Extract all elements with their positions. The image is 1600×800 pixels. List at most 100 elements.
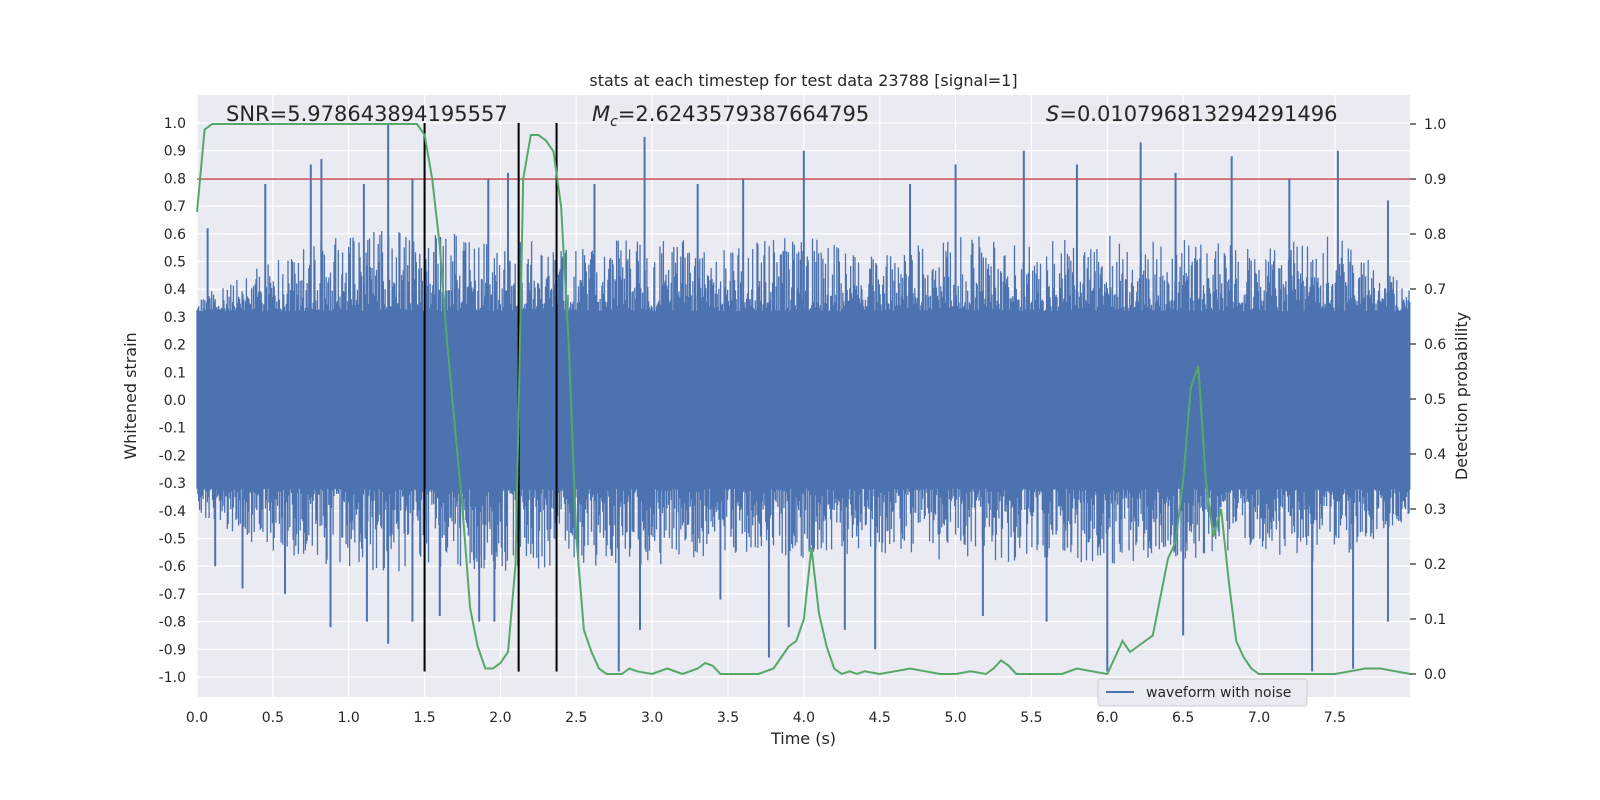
chart-title: stats at each timestep for test data 237… <box>589 71 1017 90</box>
probability-point <box>507 651 509 653</box>
probability-point <box>1319 673 1321 675</box>
probability-point <box>909 668 911 670</box>
probability-point <box>970 670 972 672</box>
probability-point <box>818 613 820 615</box>
probability-point <box>1061 673 1063 675</box>
y-right-tick-label: 1.0 <box>1424 117 1446 133</box>
probability-point <box>1380 668 1382 670</box>
probability-point <box>583 629 585 631</box>
probability-point <box>1395 670 1397 672</box>
y-right-tick-label: 0.9 <box>1424 172 1446 188</box>
probability-point <box>454 426 456 428</box>
probability-point <box>613 673 615 675</box>
probability-point <box>1289 673 1291 675</box>
probability-point <box>522 178 524 180</box>
probability-point <box>1076 668 1078 670</box>
probability-point <box>879 673 881 675</box>
probability-point <box>1015 673 1017 675</box>
probability-point <box>1235 640 1237 642</box>
y-axis-label-right: Detection probability <box>1452 312 1471 480</box>
s-symbol: S <box>1046 102 1059 126</box>
probability-point <box>1175 541 1177 543</box>
probability-point <box>1122 640 1124 642</box>
x-tick-label: 4.0 <box>793 710 815 726</box>
y-tick-label: 0.7 <box>164 199 186 215</box>
y-tick-label: 0.3 <box>164 310 186 326</box>
x-axis-label: Time (s) <box>770 729 836 748</box>
probability-point <box>1144 640 1146 642</box>
y-tick-label: 0.9 <box>164 144 186 160</box>
probability-point <box>1273 673 1275 675</box>
x-tick-label: 6.5 <box>1172 710 1194 726</box>
probability-point <box>196 211 198 213</box>
x-tick-label: 0.0 <box>186 710 208 726</box>
probability-point <box>803 618 805 620</box>
probability-point <box>1198 365 1200 367</box>
y-right-tick-label: 0.3 <box>1424 502 1446 518</box>
probability-point <box>1160 596 1162 598</box>
probability-point <box>636 670 638 672</box>
y-tick-label: -0.4 <box>159 504 186 520</box>
probability-point <box>1129 651 1131 653</box>
probability-point <box>788 646 790 648</box>
x-tick-label: 2.0 <box>489 710 511 726</box>
x-tick-label: 7.5 <box>1324 710 1346 726</box>
probability-point <box>1220 508 1222 510</box>
probability-point <box>651 673 653 675</box>
probability-point <box>682 673 684 675</box>
probability-point <box>477 646 479 648</box>
probability-point <box>1091 670 1093 672</box>
probability-point <box>1364 668 1366 670</box>
probability-point <box>720 673 722 675</box>
y-tick-label: 0.0 <box>164 393 186 409</box>
y-tick-label: -0.5 <box>159 532 186 548</box>
probability-point <box>826 646 828 648</box>
s-value: =0.010796813294291496 <box>1059 102 1337 126</box>
s-annotation: S=0.010796813294291496 <box>1046 102 1337 126</box>
probability-point <box>856 673 858 675</box>
x-tick-label: 4.5 <box>869 710 891 726</box>
probability-point <box>864 670 866 672</box>
y-right-tick-label: 0.2 <box>1424 557 1446 573</box>
y-tick-label: -0.7 <box>159 587 186 603</box>
y-tick-label: 0.6 <box>164 227 186 243</box>
y-tick-label: 1.0 <box>164 116 186 132</box>
probability-point <box>712 665 714 667</box>
probability-point <box>773 668 775 670</box>
probability-point <box>484 668 486 670</box>
probability-point <box>1251 668 1253 670</box>
x-tick-label: 5.0 <box>944 710 966 726</box>
probability-point <box>568 343 570 345</box>
probability-point <box>704 662 706 664</box>
probability-point <box>1046 673 1048 675</box>
probability-point <box>985 673 987 675</box>
probability-point <box>211 123 213 125</box>
probability-point <box>849 670 851 672</box>
probability-point <box>1190 387 1192 389</box>
probability-point <box>1167 558 1169 560</box>
probability-line <box>196 123 1411 676</box>
probability-point <box>924 670 926 672</box>
y-right-tick-label: 0.0 <box>1424 667 1446 683</box>
probability-point <box>591 651 593 653</box>
y-tick-label: 0.2 <box>164 338 186 354</box>
y-right-tick-label: 0.8 <box>1424 227 1446 243</box>
probability-point <box>667 668 669 670</box>
probability-point <box>629 668 631 670</box>
probability-point <box>1266 673 1268 675</box>
probability-point <box>780 657 782 659</box>
probability-point <box>439 244 441 246</box>
probability-point <box>492 668 494 670</box>
probability-point <box>469 607 471 609</box>
x-tick-label: 6.0 <box>1096 710 1118 726</box>
probability-point <box>560 206 562 208</box>
probability-point <box>833 668 835 670</box>
probability-point <box>1031 673 1033 675</box>
mc-value: =2.6243579387664795 <box>618 102 869 126</box>
probability-point <box>955 673 957 675</box>
x-tick-label: 1.0 <box>338 710 360 726</box>
probability-point <box>606 673 608 675</box>
legend: waveform with noise <box>1097 678 1308 707</box>
probability-point <box>894 670 896 672</box>
